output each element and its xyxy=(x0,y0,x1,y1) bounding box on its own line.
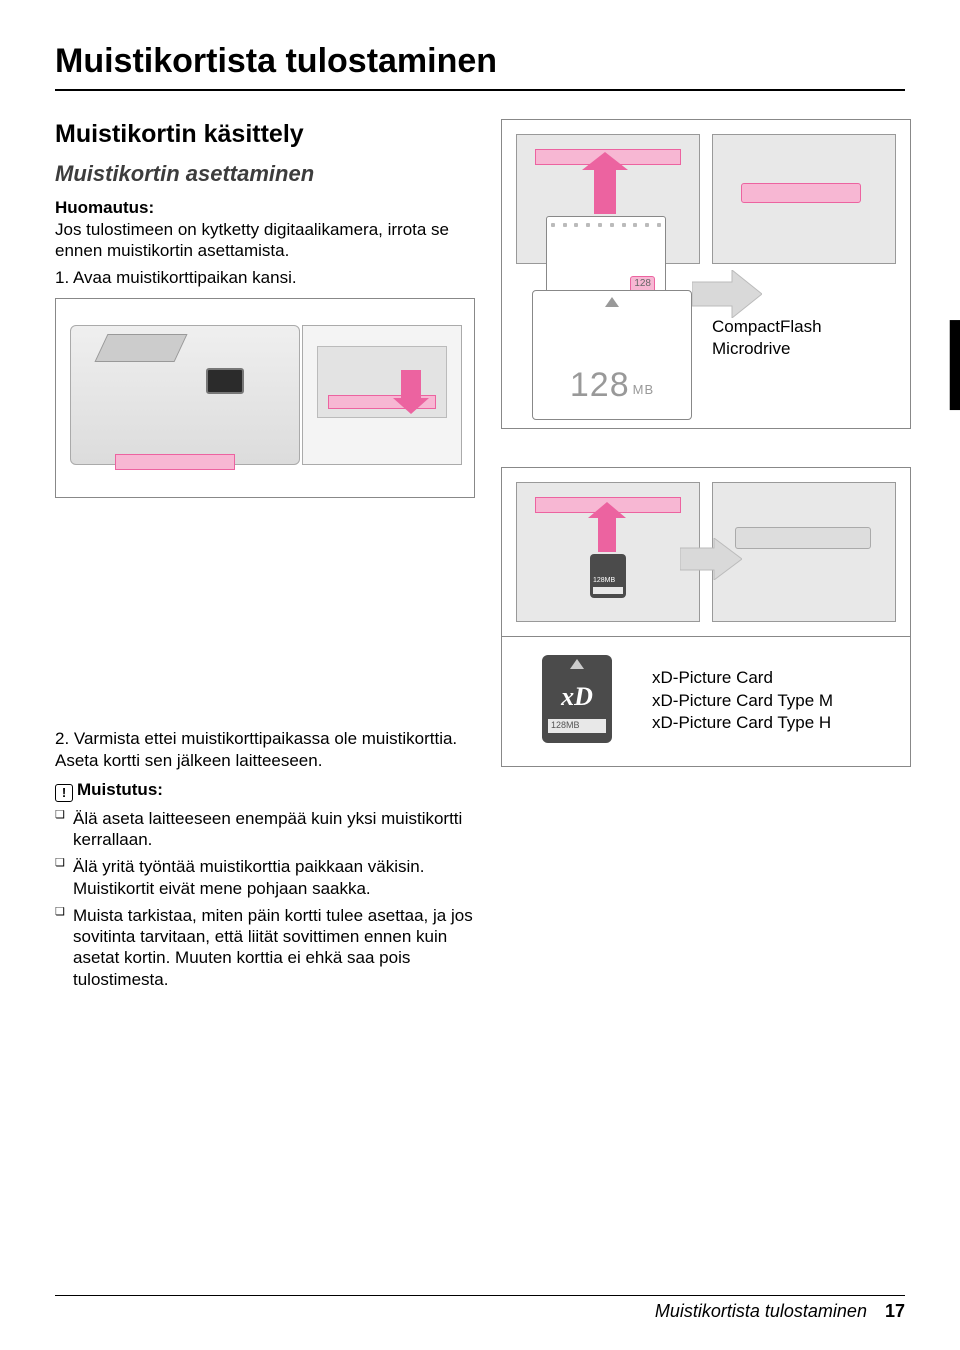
cf-labels: CompactFlash Microdrive xyxy=(712,316,822,360)
caution-heading: !Muistutus: xyxy=(55,779,475,802)
cf-card-value: 128MB xyxy=(533,364,691,407)
arrow-right-icon xyxy=(680,538,742,580)
step-2: 2. Varmista ettei muistikorttipaikassa o… xyxy=(55,728,475,771)
note-label: Huomautus: xyxy=(55,198,154,217)
xd-logo: xD xyxy=(542,681,612,714)
subsection-heading: Muistikortin asettaminen xyxy=(55,160,475,188)
left-column: Muistikortin käsittely Muistikortin aset… xyxy=(55,119,475,996)
page-number: 17 xyxy=(885,1300,905,1323)
figure-printer xyxy=(55,298,475,498)
figure-xd-label: xD 128MB xD-Picture Card xD-Picture Card… xyxy=(501,637,911,767)
page-footer: Muistikortista tulostaminen 17 xyxy=(55,1295,905,1323)
caution-label: Muistutus: xyxy=(77,780,163,799)
title-rule xyxy=(55,89,905,91)
caution-item: Älä yritä työntää muistikorttia paikkaan… xyxy=(69,856,475,899)
printer-body-shape xyxy=(70,325,300,465)
xd-capacity: 128MB xyxy=(548,719,606,733)
arrow-up-icon xyxy=(594,166,616,214)
footer-title: Muistikortista tulostaminen xyxy=(655,1300,867,1323)
arrow-down-icon xyxy=(401,370,421,400)
page-title: Muistikortista tulostaminen xyxy=(55,40,905,83)
figure-xd-insert: 128MB xyxy=(501,467,911,637)
note-paragraph: Huomautus: Jos tulostimeen on kytketty d… xyxy=(55,197,475,261)
xd-small-card: 128MB xyxy=(590,554,626,598)
figure-cf-insert: 128 128MB CompactFlash M xyxy=(501,119,911,429)
caution-item: Älä aseta laitteeseen enempää kuin yksi … xyxy=(69,808,475,851)
section-heading: Muistikortin käsittely xyxy=(55,119,475,150)
caution-item: Muista tarkistaa, miten päin kortti tule… xyxy=(69,905,475,990)
arrow-up-icon xyxy=(598,516,616,552)
language-tab: Suomi xyxy=(950,320,960,410)
caution-list: Älä aseta laitteeseen enempää kuin yksi … xyxy=(55,808,475,990)
caution-icon: ! xyxy=(55,784,73,802)
printer-inset-shape xyxy=(302,325,462,465)
arrow-right-icon xyxy=(692,270,762,318)
right-column: 128 128MB CompactFlash M xyxy=(501,119,911,996)
xd-labels: xD-Picture Card xD-Picture Card Type M x… xyxy=(652,667,833,736)
step-1: 1. Avaa muistikorttipaikan kansi. xyxy=(55,267,475,288)
note-text: Jos tulostimeen on kytketty digitaalikam… xyxy=(55,220,449,260)
